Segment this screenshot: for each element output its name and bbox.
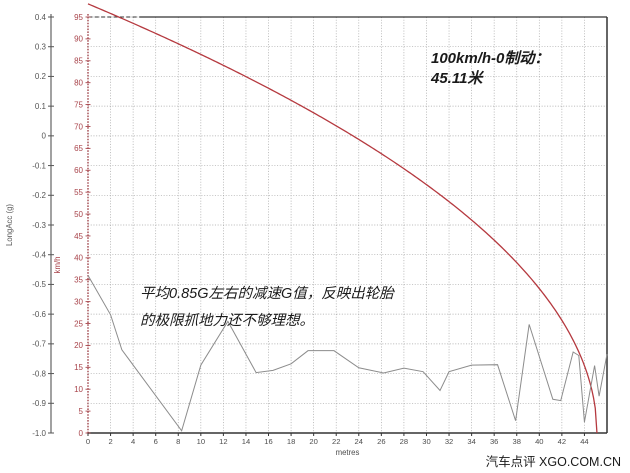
svg-text:-0.1: -0.1 bbox=[32, 161, 46, 170]
svg-text:12: 12 bbox=[219, 437, 227, 446]
svg-text:55: 55 bbox=[74, 188, 83, 197]
svg-text:16: 16 bbox=[264, 437, 272, 446]
svg-text:-0.3: -0.3 bbox=[32, 221, 46, 230]
svg-text:-0.2: -0.2 bbox=[32, 191, 46, 200]
svg-text:18: 18 bbox=[287, 437, 295, 446]
svg-text:-0.9: -0.9 bbox=[32, 399, 46, 408]
svg-text:6: 6 bbox=[154, 437, 158, 446]
svg-text:0: 0 bbox=[42, 132, 47, 141]
svg-text:38: 38 bbox=[513, 437, 521, 446]
svg-text:10: 10 bbox=[74, 385, 83, 394]
svg-text:90: 90 bbox=[74, 35, 83, 44]
svg-text:2: 2 bbox=[108, 437, 112, 446]
svg-text:-1.0: -1.0 bbox=[32, 429, 46, 438]
svg-text:75: 75 bbox=[74, 100, 83, 109]
svg-text:85: 85 bbox=[74, 57, 83, 66]
svg-text:metres: metres bbox=[336, 448, 360, 457]
svg-text:LongAcc (g): LongAcc (g) bbox=[5, 204, 14, 246]
svg-text:0.2: 0.2 bbox=[35, 72, 47, 81]
svg-text:44: 44 bbox=[580, 437, 588, 446]
svg-text:km/h: km/h bbox=[53, 257, 62, 274]
svg-text:22: 22 bbox=[332, 437, 340, 446]
svg-text:60: 60 bbox=[74, 166, 83, 175]
svg-text:-0.7: -0.7 bbox=[32, 340, 46, 349]
svg-text:35: 35 bbox=[74, 276, 83, 285]
svg-text:40: 40 bbox=[535, 437, 543, 446]
svg-text:0.3: 0.3 bbox=[35, 43, 47, 52]
svg-text:-0.6: -0.6 bbox=[32, 310, 46, 319]
svg-text:34: 34 bbox=[467, 437, 475, 446]
svg-text:25: 25 bbox=[74, 319, 83, 328]
svg-text:36: 36 bbox=[490, 437, 498, 446]
svg-text:-0.4: -0.4 bbox=[32, 251, 46, 260]
svg-text:26: 26 bbox=[377, 437, 385, 446]
svg-text:4: 4 bbox=[131, 437, 135, 446]
svg-text:32: 32 bbox=[445, 437, 453, 446]
svg-text:20: 20 bbox=[74, 341, 83, 350]
svg-text:30: 30 bbox=[74, 297, 83, 306]
svg-text:8: 8 bbox=[176, 437, 180, 446]
svg-text:30: 30 bbox=[422, 437, 430, 446]
svg-text:10: 10 bbox=[197, 437, 205, 446]
svg-text:95: 95 bbox=[74, 13, 83, 22]
svg-text:28: 28 bbox=[400, 437, 408, 446]
svg-text:40: 40 bbox=[74, 254, 83, 263]
svg-text:0: 0 bbox=[79, 429, 84, 438]
svg-text:45: 45 bbox=[74, 232, 83, 241]
svg-text:14: 14 bbox=[242, 437, 250, 446]
svg-text:0.1: 0.1 bbox=[35, 102, 47, 111]
svg-text:5: 5 bbox=[79, 407, 84, 416]
svg-text:0.4: 0.4 bbox=[35, 13, 47, 22]
svg-text:24: 24 bbox=[355, 437, 363, 446]
svg-text:80: 80 bbox=[74, 78, 83, 87]
svg-text:-0.5: -0.5 bbox=[32, 280, 46, 289]
svg-text:-0.8: -0.8 bbox=[32, 369, 46, 378]
svg-text:50: 50 bbox=[74, 210, 83, 219]
svg-text:70: 70 bbox=[74, 122, 83, 131]
svg-text:65: 65 bbox=[74, 144, 83, 153]
svg-text:0: 0 bbox=[86, 437, 90, 446]
svg-text:15: 15 bbox=[74, 363, 83, 372]
svg-text:20: 20 bbox=[309, 437, 317, 446]
svg-text:42: 42 bbox=[558, 437, 566, 446]
